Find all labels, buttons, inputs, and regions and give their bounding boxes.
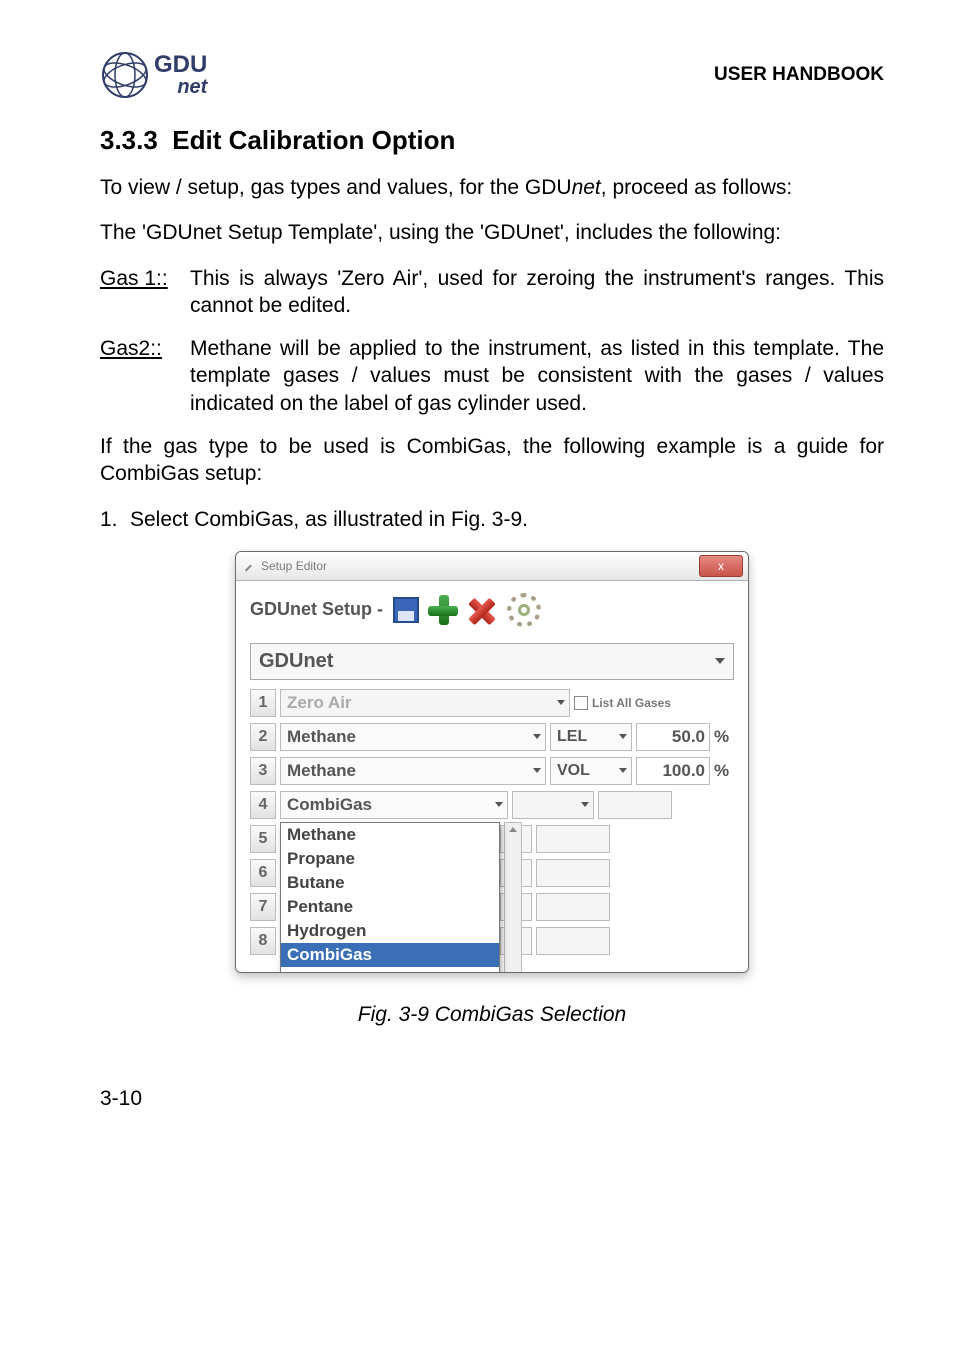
scroll-down-button[interactable]: [506, 971, 520, 973]
gas1-row: Gas 1: This is always 'Zero Air', used f…: [100, 265, 884, 320]
unit-select-2[interactable]: LEL: [550, 723, 632, 751]
logo-icon: [100, 50, 150, 100]
combigas-intro: If the gas type to be used is CombiGas, …: [100, 433, 884, 488]
unit-select-3[interactable]: VOL: [550, 757, 632, 785]
close-button[interactable]: x: [699, 555, 743, 577]
chevron-down-icon: [533, 734, 541, 739]
page-header: GDU net USER HANDBOOK: [100, 50, 884, 100]
chevron-down-icon: [581, 802, 589, 807]
gas-select-1: Zero Air: [280, 689, 570, 717]
step-text: Select CombiGas, as illustrated in Fig. …: [130, 506, 528, 533]
dropdown-option[interactable]: Methane: [281, 823, 499, 847]
header-title: USER HANDBOOK: [714, 64, 884, 86]
gas1-desc: This is always 'Zero Air', used for zero…: [190, 265, 884, 320]
gas-select-2[interactable]: Methane: [280, 723, 546, 751]
value-input-2[interactable]: 50.0: [636, 723, 710, 751]
scroll-up-button[interactable]: [506, 823, 520, 837]
list-all-gases-check[interactable]: List All Gases: [574, 696, 734, 710]
row-number: 6: [250, 859, 276, 887]
arrow-up-icon: [509, 827, 517, 832]
chevron-down-icon: [495, 802, 503, 807]
section-title-text: Edit Calibration Option: [172, 125, 455, 155]
gas-row-4: 4 CombiGas: [250, 788, 734, 822]
chevron-down-icon: [619, 768, 627, 773]
dropdown-option[interactable]: Pentane: [281, 895, 499, 919]
value-input-3[interactable]: 100.0: [636, 757, 710, 785]
gas-row-1: 1 Zero Air List All Gases: [250, 686, 734, 720]
dropdown-option[interactable]: Oxygen: [281, 967, 499, 973]
setup-label: GDUnet Setup -: [250, 599, 383, 620]
template-name: GDUnet: [259, 650, 333, 673]
dropdown-option[interactable]: Propane: [281, 847, 499, 871]
section-number: 3.3.3: [100, 125, 158, 155]
logo-sub-text: net: [154, 77, 207, 97]
percent-label: %: [714, 761, 734, 781]
chevron-down-icon: [715, 658, 725, 664]
step-number: 1.: [100, 506, 130, 533]
gas-select-4[interactable]: CombiGas: [280, 791, 508, 819]
gas-select-3[interactable]: Methane: [280, 757, 546, 785]
setup-editor-window: Setup Editor x GDUnet Setup - GDUnet: [235, 551, 749, 973]
value-input-7[interactable]: [536, 893, 610, 921]
dropdown-option[interactable]: Butane: [281, 871, 499, 895]
add-icon[interactable]: [425, 592, 461, 628]
settings-icon[interactable]: [507, 593, 541, 627]
dropdown-option[interactable]: Hydrogen: [281, 919, 499, 943]
wand-icon: [242, 559, 256, 573]
section-heading: 3.3.3 Edit Calibration Option: [100, 125, 884, 156]
row-number: 5: [250, 825, 276, 853]
chevron-down-icon: [619, 734, 627, 739]
row-number: 3: [250, 757, 276, 785]
chevron-down-icon: [533, 768, 541, 773]
logo-main-text: GDU: [154, 53, 207, 77]
checkbox-icon: [574, 696, 588, 710]
page-number: 3-10: [100, 1087, 884, 1111]
row-number: 4: [250, 791, 276, 819]
window-title: Setup Editor: [261, 559, 327, 573]
intro-paragraph-1: To view / setup, gas types and values, f…: [100, 174, 884, 201]
value-input-6[interactable]: [536, 859, 610, 887]
gas-grid: 1 Zero Air List All Gases 2 Metha: [250, 686, 734, 958]
gas2-row: Gas2: Methane will be applied to the ins…: [100, 335, 884, 417]
toolbar: GDUnet Setup -: [250, 591, 734, 629]
gas-row-2: 2 Methane LEL 50.0 %: [250, 720, 734, 754]
value-input-4[interactable]: [598, 791, 672, 819]
percent-label: %: [714, 727, 734, 747]
gas2-desc: Methane will be applied to the instrumen…: [190, 335, 884, 417]
delete-icon[interactable]: [463, 591, 501, 629]
intro-paragraph-2: The 'GDUnet Setup Template', using the '…: [100, 219, 884, 246]
dropdown-option-selected[interactable]: CombiGas: [281, 943, 499, 967]
value-input-8[interactable]: [536, 927, 610, 955]
row-number: 8: [250, 927, 276, 955]
gas-row-3: 3 Methane VOL 100.0 %: [250, 754, 734, 788]
value-input-5[interactable]: [536, 825, 610, 853]
titlebar: Setup Editor x: [236, 552, 748, 581]
row-number: 2: [250, 723, 276, 751]
gas2-label: Gas2: [100, 337, 150, 360]
chevron-down-icon: [557, 700, 565, 705]
template-select[interactable]: GDUnet: [250, 643, 734, 680]
row-number: 7: [250, 893, 276, 921]
gas-dropdown-popup[interactable]: Methane Propane Butane Pentane Hydrogen …: [280, 822, 500, 973]
figure-caption: Fig. 3-9 CombiGas Selection: [100, 1003, 884, 1027]
step-1: 1. Select CombiGas, as illustrated in Fi…: [100, 506, 884, 533]
dropdown-scrollbar[interactable]: [504, 822, 522, 973]
gas1-label: Gas 1: [100, 267, 156, 290]
save-icon[interactable]: [389, 593, 423, 627]
row-number: 1: [250, 689, 276, 717]
logo: GDU net: [100, 50, 207, 100]
unit-select-4[interactable]: [512, 791, 594, 819]
